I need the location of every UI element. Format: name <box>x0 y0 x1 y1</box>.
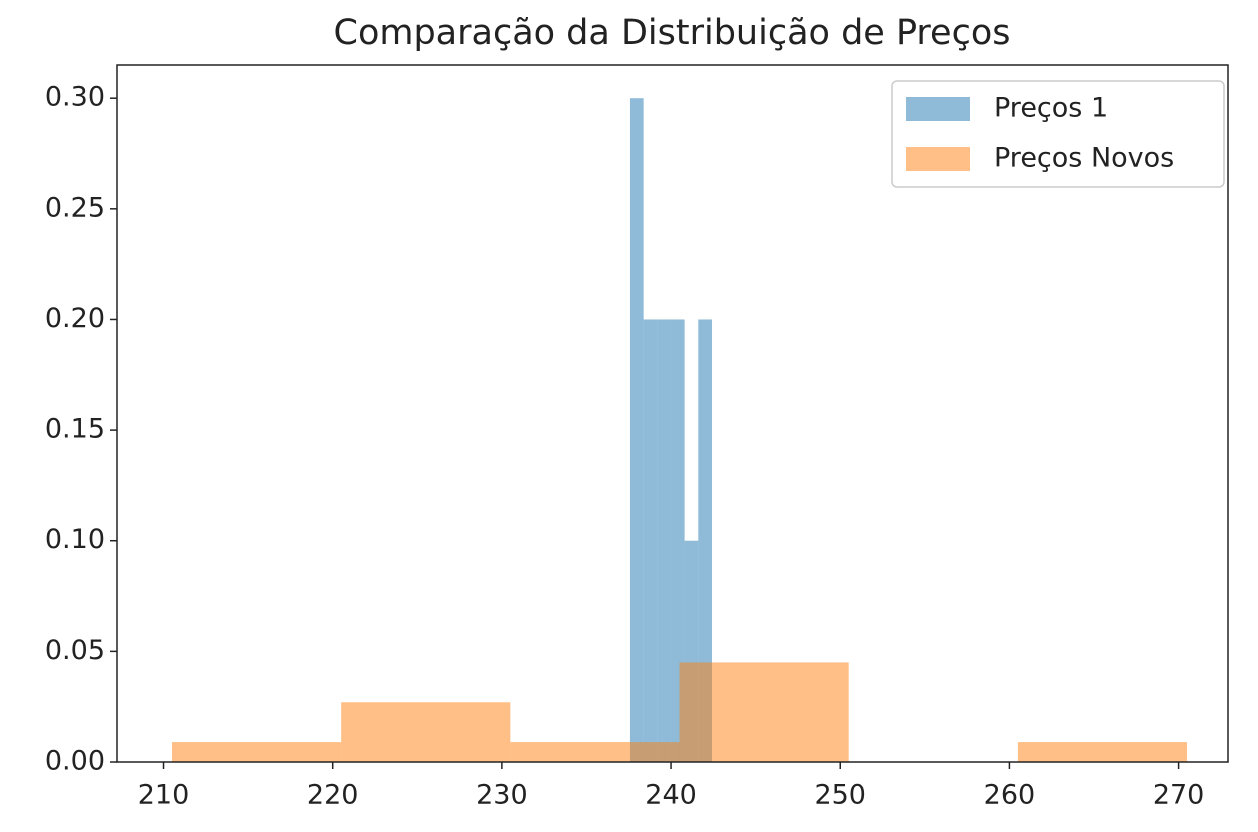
y-tick-label: 0.25 <box>45 192 105 223</box>
histogram-bar <box>171 742 342 762</box>
x-tick-label: 230 <box>476 780 528 811</box>
chart-title: Comparação da Distribuição de Preços <box>334 13 1011 53</box>
histogram-bar <box>679 662 849 762</box>
histogram-bar <box>643 319 658 762</box>
y-tick-label: 0.20 <box>45 303 105 334</box>
histogram-bar <box>671 319 685 762</box>
histogram-bar <box>657 319 672 762</box>
legend-label: Preços Novos <box>994 143 1174 174</box>
x-tick-label: 220 <box>307 780 359 811</box>
x-tick-label: 270 <box>1153 780 1205 811</box>
legend-swatch <box>906 97 970 121</box>
legend-label: Preços 1 <box>994 93 1108 124</box>
histogram-bar <box>1017 742 1188 762</box>
x-tick-label: 260 <box>984 780 1036 811</box>
histogram-bar <box>698 319 713 762</box>
y-tick-label: 0.10 <box>45 524 105 555</box>
x-tick-label: 210 <box>138 780 190 811</box>
x-tick-label: 250 <box>814 780 866 811</box>
y-tick-label: 0.30 <box>45 82 105 113</box>
y-tick-label: 0.05 <box>45 635 105 666</box>
y-tick-label: 0.00 <box>45 746 105 777</box>
histogram-bar <box>510 742 680 762</box>
legend-swatch <box>906 147 970 171</box>
y-tick-label: 0.15 <box>45 414 105 445</box>
legend: Preços 1 Preços Novos <box>891 80 1225 188</box>
x-tick-label: 240 <box>645 780 697 811</box>
legend-box <box>891 80 1225 188</box>
histogram-bar <box>629 98 644 762</box>
plot-frame <box>116 64 1229 763</box>
histogram-bar <box>341 702 511 762</box>
